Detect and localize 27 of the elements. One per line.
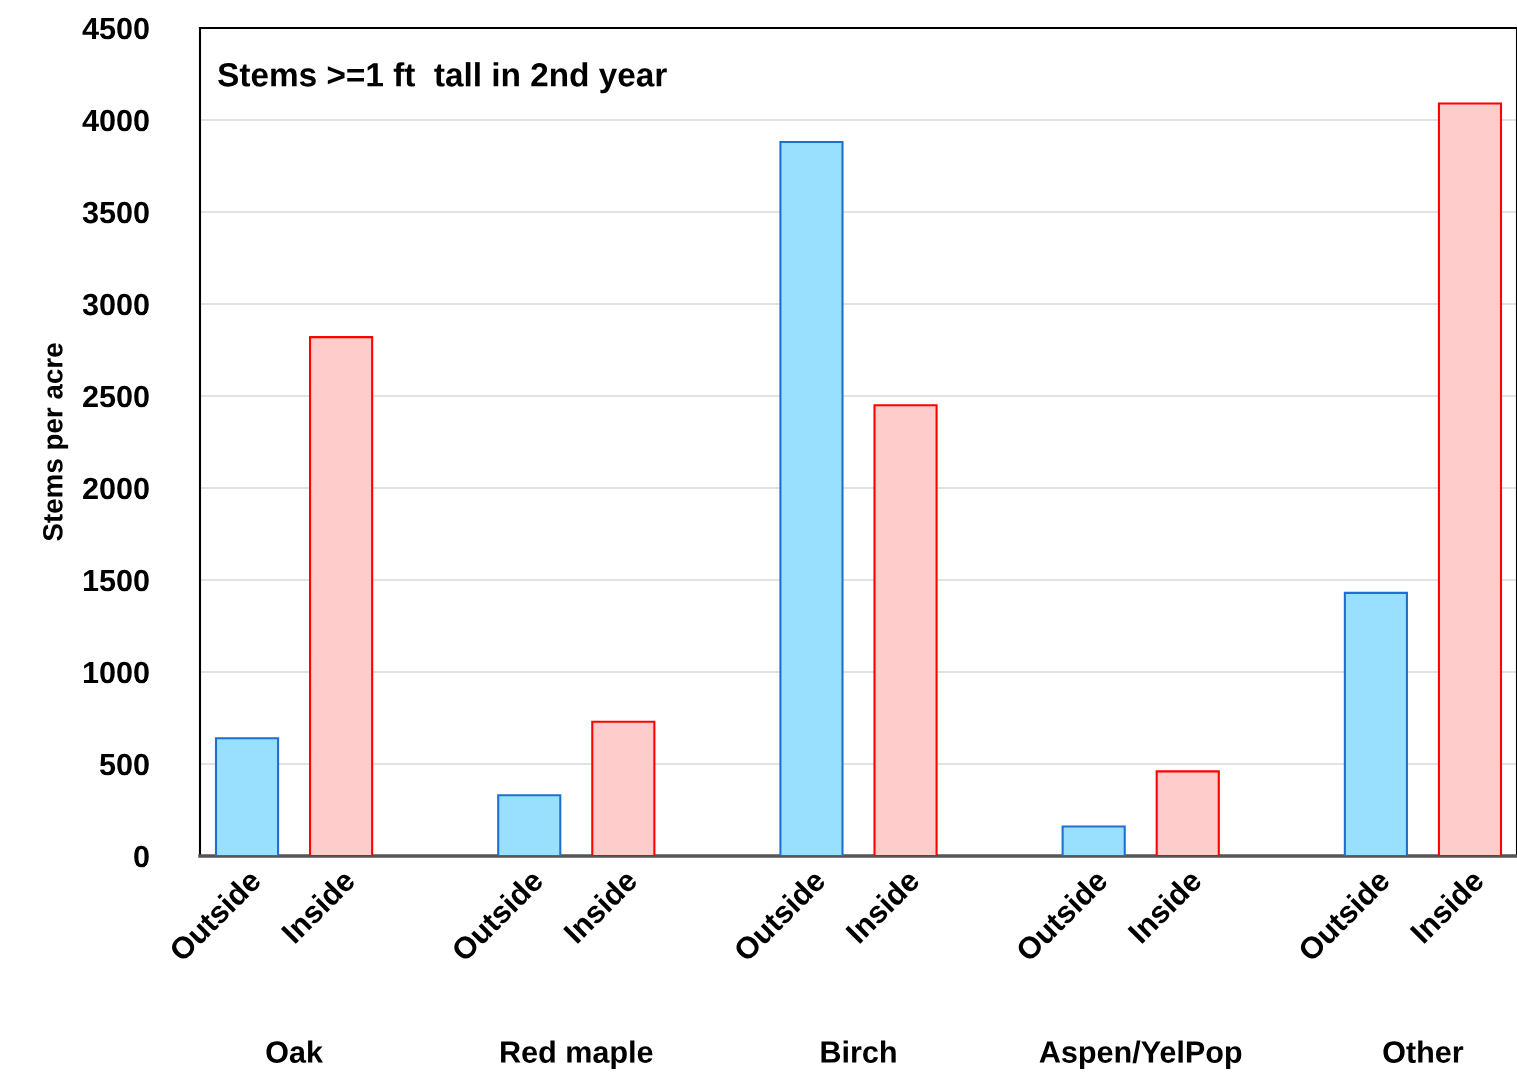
y-tick-label: 0 xyxy=(134,845,149,868)
bar xyxy=(1437,102,1503,856)
y-tick-label: 4000 xyxy=(82,109,149,132)
y-tick-label: 4500 xyxy=(82,17,149,40)
y-axis-title: Stems per acre xyxy=(42,343,69,541)
text: Other xyxy=(1383,1040,1464,1063)
y-tick-label: 1000 xyxy=(83,661,149,684)
bar xyxy=(1061,825,1126,856)
y-tick-label: 500 xyxy=(99,753,149,776)
text: Red maple xyxy=(501,1040,653,1069)
y-tick-label: 2500 xyxy=(83,385,149,408)
y-tick-label: 2000 xyxy=(83,477,149,500)
text: Oak xyxy=(266,1040,323,1063)
bar xyxy=(873,404,938,856)
text: Stems >=1 ft tall in 2nd year xyxy=(218,62,667,94)
bar xyxy=(779,141,844,856)
y-tick-label: 1500 xyxy=(83,569,149,592)
bar xyxy=(214,737,280,856)
bar xyxy=(309,336,374,856)
text: Birch xyxy=(821,1040,896,1063)
bar xyxy=(497,794,562,856)
y-tick-label: 3000 xyxy=(82,293,149,316)
bar xyxy=(1155,770,1220,856)
y-tick-label: 3500 xyxy=(82,201,149,224)
bar xyxy=(591,720,656,856)
text: Aspen/YelPop xyxy=(1039,1040,1242,1069)
bar xyxy=(1343,591,1408,856)
